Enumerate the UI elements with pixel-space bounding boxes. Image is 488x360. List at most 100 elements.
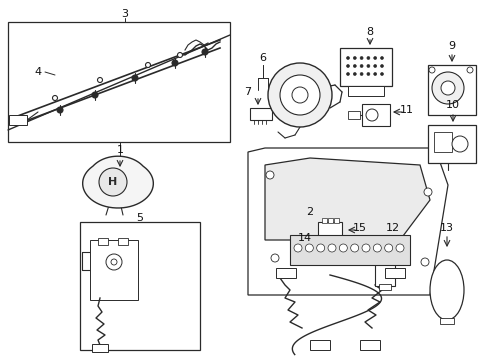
Bar	[275, 268, 295, 278]
Text: 3: 3	[121, 9, 128, 19]
Circle shape	[111, 259, 117, 265]
Circle shape	[327, 244, 335, 252]
Bar	[439, 318, 453, 324]
Text: 7: 7	[244, 87, 251, 97]
Circle shape	[420, 258, 428, 266]
Circle shape	[57, 107, 63, 113]
Circle shape	[99, 168, 127, 196]
Text: 10: 10	[445, 100, 459, 110]
Circle shape	[350, 244, 358, 252]
Bar	[98, 238, 108, 245]
Circle shape	[380, 72, 383, 76]
Circle shape	[52, 95, 58, 100]
Polygon shape	[247, 148, 447, 295]
Circle shape	[366, 64, 369, 68]
Circle shape	[280, 75, 319, 115]
Bar	[339, 48, 391, 86]
Text: 12: 12	[385, 223, 399, 233]
Circle shape	[316, 244, 324, 252]
Circle shape	[265, 171, 273, 179]
Circle shape	[366, 72, 369, 76]
Text: 14: 14	[297, 233, 311, 243]
Circle shape	[384, 244, 392, 252]
Bar	[361, 104, 389, 126]
Text: 8: 8	[366, 27, 373, 37]
Bar	[433, 132, 451, 152]
Bar	[92, 344, 108, 352]
Bar	[347, 86, 383, 96]
Circle shape	[145, 63, 150, 68]
Text: 1: 1	[116, 145, 123, 155]
Circle shape	[339, 244, 346, 252]
Circle shape	[428, 67, 434, 73]
Bar	[384, 268, 404, 278]
Circle shape	[202, 49, 207, 55]
Circle shape	[132, 75, 138, 81]
Circle shape	[346, 64, 349, 68]
Circle shape	[440, 81, 454, 95]
Circle shape	[466, 67, 472, 73]
Text: 13: 13	[439, 223, 453, 233]
Circle shape	[92, 92, 98, 98]
Circle shape	[352, 57, 356, 59]
Circle shape	[293, 244, 302, 252]
Circle shape	[172, 60, 178, 66]
Text: 9: 9	[447, 41, 455, 51]
Circle shape	[305, 244, 313, 252]
Circle shape	[97, 77, 102, 82]
Circle shape	[359, 57, 363, 59]
Bar	[249, 108, 271, 120]
Text: 5: 5	[136, 213, 143, 223]
Circle shape	[372, 244, 381, 252]
Circle shape	[395, 244, 403, 252]
Circle shape	[352, 72, 356, 76]
Text: 15: 15	[352, 223, 366, 233]
Bar	[327, 218, 332, 223]
Circle shape	[291, 87, 307, 103]
Text: 4: 4	[34, 67, 41, 77]
Bar	[317, 222, 341, 240]
Circle shape	[366, 57, 369, 59]
Circle shape	[380, 57, 383, 59]
Text: 2: 2	[306, 207, 313, 217]
Circle shape	[451, 136, 467, 152]
Circle shape	[373, 72, 376, 76]
Circle shape	[346, 57, 349, 59]
Circle shape	[373, 57, 376, 59]
Circle shape	[359, 64, 363, 68]
Circle shape	[365, 109, 377, 121]
Polygon shape	[264, 158, 429, 240]
Text: H: H	[108, 177, 118, 187]
Bar	[8, 22, 229, 142]
Bar	[378, 284, 390, 290]
Bar	[309, 340, 329, 350]
Bar	[333, 218, 338, 223]
Circle shape	[270, 254, 279, 262]
Bar	[80, 222, 200, 350]
Circle shape	[431, 72, 463, 104]
Circle shape	[352, 64, 356, 68]
Ellipse shape	[429, 260, 463, 320]
Bar	[359, 340, 379, 350]
Circle shape	[177, 53, 182, 58]
Bar	[9, 115, 27, 125]
Text: 6: 6	[259, 53, 266, 63]
Bar	[427, 125, 475, 163]
Circle shape	[423, 188, 431, 196]
Bar	[289, 235, 409, 265]
Polygon shape	[82, 156, 153, 208]
Bar	[427, 65, 475, 115]
Bar	[90, 240, 138, 300]
Circle shape	[106, 254, 122, 270]
Text: 11: 11	[399, 105, 413, 115]
Circle shape	[267, 63, 331, 127]
Circle shape	[380, 64, 383, 68]
Bar	[118, 238, 128, 245]
Circle shape	[361, 244, 369, 252]
Circle shape	[346, 72, 349, 76]
Bar	[374, 248, 394, 286]
Bar	[321, 218, 326, 223]
Circle shape	[373, 64, 376, 68]
Circle shape	[359, 72, 363, 76]
Bar	[347, 111, 359, 119]
